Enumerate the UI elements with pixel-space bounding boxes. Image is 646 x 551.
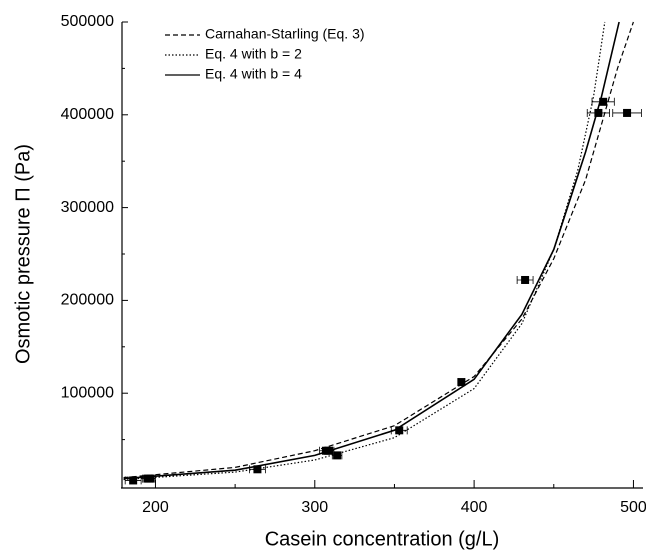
data-point	[457, 378, 466, 387]
data-point	[129, 476, 138, 485]
curve	[123, 21, 634, 479]
x-tick-label: 500	[620, 499, 646, 516]
y-tick-label: 200000	[61, 292, 114, 309]
data-point	[325, 446, 334, 455]
curve	[123, 21, 620, 480]
x-tick-label: 200	[142, 499, 169, 516]
data-point	[146, 474, 155, 483]
data-point	[333, 451, 342, 460]
legend-label: Eq. 4 with b = 4	[205, 66, 302, 82]
curve	[123, 21, 606, 481]
x-tick-label: 400	[461, 499, 488, 516]
legend-label: Carnahan-Starling (Eq. 3)	[205, 26, 365, 42]
data-point	[395, 426, 404, 435]
y-tick-label: 500000	[61, 13, 114, 30]
y-tick-label: 300000	[61, 199, 114, 216]
legend-label: Eq. 4 with b = 2	[205, 46, 302, 62]
x-axis-title: Casein concentration (g/L)	[265, 528, 500, 550]
y-tick-label: 400000	[61, 106, 114, 123]
data-point	[521, 275, 530, 284]
data-point	[623, 108, 632, 117]
y-axis-title: Osmotic pressure Π (Pa)	[12, 144, 34, 364]
data-point	[253, 465, 262, 474]
data-point	[594, 108, 603, 117]
y-tick-label: 100000	[61, 384, 114, 401]
data-point	[599, 97, 608, 106]
x-tick-label: 300	[301, 499, 328, 516]
